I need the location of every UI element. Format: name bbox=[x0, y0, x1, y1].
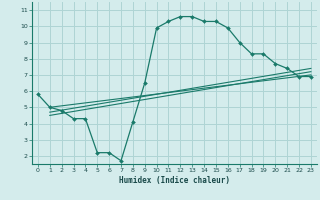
X-axis label: Humidex (Indice chaleur): Humidex (Indice chaleur) bbox=[119, 176, 230, 185]
